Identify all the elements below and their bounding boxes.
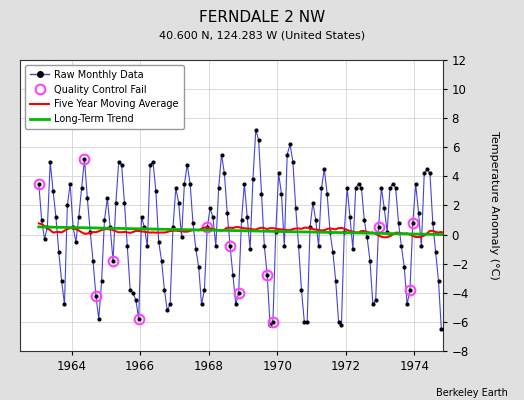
- Text: 40.600 N, 124.283 W (United States): 40.600 N, 124.283 W (United States): [159, 30, 365, 40]
- Y-axis label: Temperature Anomaly (°C): Temperature Anomaly (°C): [488, 131, 498, 280]
- Text: FERNDALE 2 NW: FERNDALE 2 NW: [199, 10, 325, 25]
- Text: Berkeley Earth: Berkeley Earth: [436, 388, 508, 398]
- Legend: Raw Monthly Data, Quality Control Fail, Five Year Moving Average, Long-Term Tren: Raw Monthly Data, Quality Control Fail, …: [25, 65, 183, 129]
